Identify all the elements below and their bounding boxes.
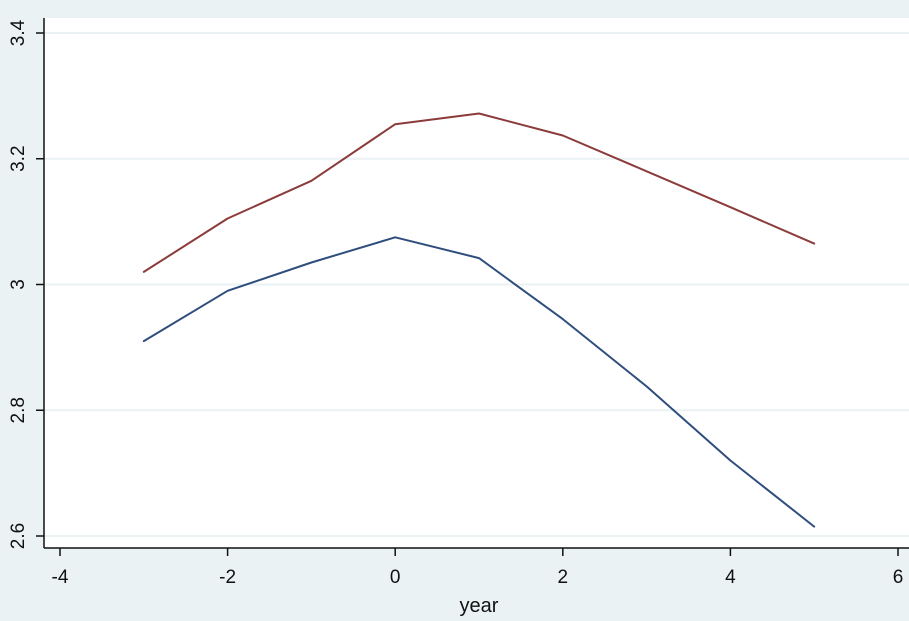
x-tick-label-1: -2 <box>219 567 236 588</box>
y-tick-label-3: 3.2 <box>8 145 29 171</box>
y-tick-label-4: 3.4 <box>8 19 29 46</box>
y-tick-label-2: 3 <box>8 279 29 290</box>
x-axis-title: year <box>460 595 499 617</box>
x-tick-label-0: -4 <box>52 567 69 588</box>
y-tick-label-0: 2.6 <box>8 523 29 549</box>
series-line-1 <box>142 112 816 273</box>
y-axis-ticks: 2.6 2.8 3 3.2 3.4 <box>8 19 44 549</box>
series-line-2 <box>142 236 816 528</box>
plot-area <box>44 18 909 548</box>
x-axis-ticks: -4 -2 0 2 4 6 <box>52 548 904 588</box>
x-tick-label-5: 6 <box>893 567 904 588</box>
x-tick-label-3: 2 <box>558 567 569 588</box>
x-tick-label-4: 4 <box>725 567 736 588</box>
gridlines <box>44 32 909 537</box>
series-layer <box>142 112 816 528</box>
x-tick-label-2: 0 <box>390 567 401 588</box>
y-tick-label-1: 2.8 <box>8 397 29 423</box>
